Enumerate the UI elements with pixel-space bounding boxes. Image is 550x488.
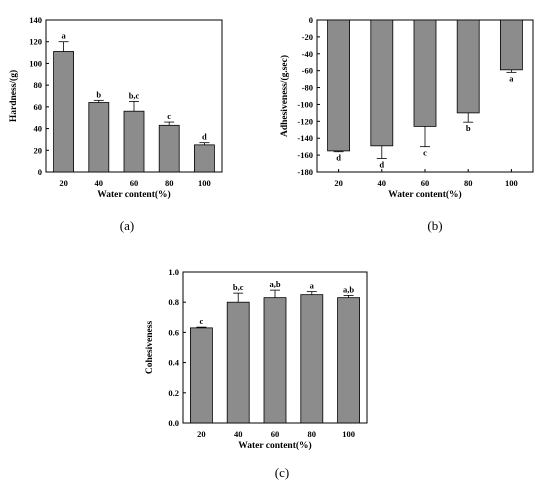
significance-letter: c <box>423 148 427 158</box>
bar <box>226 301 250 424</box>
bar <box>499 19 523 71</box>
x-tick-label: 40 <box>234 429 243 439</box>
y-tick-label: -40 <box>302 49 313 59</box>
y-tick-label: 20 <box>34 145 43 155</box>
y-axis-title: Cohesiveness <box>145 321 155 375</box>
significance-letter: b <box>96 89 101 99</box>
significance-letter: a,b <box>269 279 280 289</box>
bar <box>193 144 215 173</box>
y-tick-label: 100 <box>29 58 42 68</box>
significance-letter: a <box>310 281 315 291</box>
bar <box>88 102 110 173</box>
hardness-chart: 0 20 40 60 80 100 120 140 20 40 60 80 100 a b b,c c d Wate… <box>8 15 223 200</box>
x-tick-label: 60 <box>421 178 430 188</box>
significance-letter: a,b <box>343 284 354 294</box>
x-tick-label: 60 <box>271 429 280 439</box>
x-axis-title: Water content(%) <box>97 189 170 200</box>
x-tick-label: 40 <box>95 178 104 188</box>
y-tick-label: -120 <box>297 116 313 126</box>
bar <box>53 51 74 173</box>
y-tick-label: -160 <box>297 150 313 160</box>
adhesiveness-chart: 0 -20 -40 -60 -80 -100 -120 -140 -160 -180 20 40 60 8… <box>279 15 534 200</box>
y-tick-label: 40 <box>34 124 43 134</box>
y-tick-label: 0.2 <box>168 388 179 398</box>
x-tick-label: 20 <box>334 178 343 188</box>
x-tick-label: 100 <box>342 429 355 439</box>
significance-letter: b,c <box>129 90 140 100</box>
bar <box>337 297 361 424</box>
bar <box>123 110 145 173</box>
significance-letter: b <box>466 123 471 133</box>
y-tick-label: 140 <box>29 15 42 25</box>
y-axis-title: Adhesiveness/(g.sec) <box>279 55 290 137</box>
y-tick-label: -60 <box>302 66 313 76</box>
x-tick-label: 20 <box>59 178 68 188</box>
x-tick-label: 60 <box>130 178 139 188</box>
y-tick-label: -100 <box>297 99 313 109</box>
y-tick-label: -20 <box>302 32 313 42</box>
x-tick-label: 40 <box>378 178 387 188</box>
bar <box>456 19 480 114</box>
x-tick-label: 100 <box>198 178 211 188</box>
y-tick-label: 80 <box>34 80 43 90</box>
y-tick-label: 0.0 <box>168 418 179 428</box>
bar <box>300 294 324 424</box>
bar <box>370 19 394 147</box>
panel-label-a: (a) <box>119 218 135 233</box>
y-tick-label: -180 <box>297 167 313 177</box>
x-tick-label: 80 <box>165 178 174 188</box>
y-tick-label: 0.8 <box>168 297 179 307</box>
significance-letter: c <box>167 111 171 121</box>
y-tick-label: 60 <box>34 102 43 112</box>
x-tick-label: 80 <box>308 429 317 439</box>
significance-letter: a <box>509 73 514 83</box>
significance-letter: a <box>61 31 66 41</box>
x-axis-title: Water content(%) <box>388 189 461 200</box>
y-tick-label: 0 <box>38 167 42 177</box>
y-tick-label: -80 <box>302 83 313 93</box>
significance-letter: c <box>200 316 204 326</box>
cohesiveness-chart: 0.0 0.2 0.4 0.6 0.8 1.0 20 40 60 80 100 c b,c a,b a a,b… <box>145 267 368 451</box>
y-axis-title: Hardness/(g) <box>8 70 19 122</box>
y-tick-label: 0.6 <box>168 327 179 337</box>
y-tick-label: 120 <box>29 37 42 47</box>
y-tick-label: -140 <box>297 133 313 143</box>
significance-letter: d <box>379 159 384 169</box>
x-axis-title: Water content(%) <box>238 440 311 451</box>
x-tick-label: 20 <box>197 429 206 439</box>
bar <box>327 19 350 152</box>
significance-letter: d <box>202 132 207 142</box>
panel-label-c: (c) <box>274 465 290 480</box>
bar <box>158 124 180 173</box>
panel-label-b: (b) <box>427 218 443 233</box>
x-tick-label: 80 <box>464 178 473 188</box>
bar <box>263 297 287 424</box>
y-tick-label: 0.4 <box>168 358 179 368</box>
significance-letter: d <box>336 153 341 163</box>
y-tick-label: 0 <box>309 15 313 25</box>
x-tick-label: 100 <box>505 178 518 188</box>
bar <box>190 327 213 424</box>
significance-letter: b,c <box>233 282 244 292</box>
y-tick-label: 1.0 <box>168 267 179 277</box>
bar <box>413 19 437 127</box>
